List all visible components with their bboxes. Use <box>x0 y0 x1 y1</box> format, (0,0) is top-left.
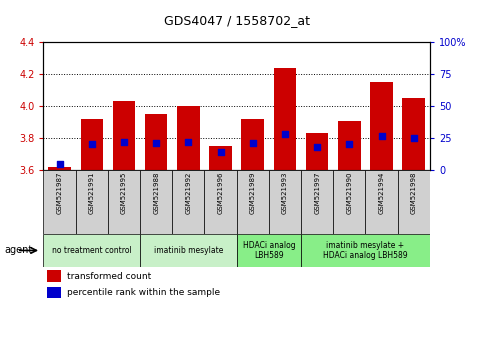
Point <box>249 140 256 146</box>
Text: GSM521989: GSM521989 <box>250 172 256 214</box>
Text: imatinib mesylate: imatinib mesylate <box>154 246 223 255</box>
Bar <box>237 170 269 234</box>
Point <box>217 149 225 155</box>
Point <box>345 142 353 147</box>
Bar <box>47 270 61 282</box>
Bar <box>43 170 76 234</box>
Bar <box>43 234 140 267</box>
Text: GSM521990: GSM521990 <box>346 172 353 214</box>
Bar <box>402 98 425 170</box>
Text: transformed count: transformed count <box>67 272 151 281</box>
Point <box>152 140 160 146</box>
Text: GSM521995: GSM521995 <box>121 172 127 214</box>
Bar <box>306 133 328 170</box>
Text: GSM521992: GSM521992 <box>185 172 191 214</box>
Bar <box>209 146 232 170</box>
Bar <box>140 234 237 267</box>
Bar <box>237 234 301 267</box>
Bar <box>301 170 333 234</box>
Bar <box>48 167 71 170</box>
Bar <box>76 170 108 234</box>
Text: GSM521987: GSM521987 <box>57 172 63 214</box>
Text: GSM521991: GSM521991 <box>89 172 95 214</box>
Bar <box>269 170 301 234</box>
Bar <box>242 119 264 170</box>
Text: percentile rank within the sample: percentile rank within the sample <box>67 288 220 297</box>
Bar <box>338 120 361 170</box>
Text: HDACi analog
LBH589: HDACi analog LBH589 <box>242 241 295 260</box>
Point <box>378 133 385 138</box>
Text: GSM521998: GSM521998 <box>411 172 417 214</box>
Point <box>313 144 321 150</box>
Bar <box>301 234 430 267</box>
Point <box>410 135 418 141</box>
Bar <box>177 106 199 170</box>
Bar <box>145 114 168 170</box>
Bar <box>108 170 140 234</box>
Text: GSM521996: GSM521996 <box>217 172 224 214</box>
Bar <box>274 68 296 170</box>
Bar <box>47 287 61 298</box>
Text: GSM521994: GSM521994 <box>379 172 384 214</box>
Text: GSM521997: GSM521997 <box>314 172 320 214</box>
Bar <box>81 119 103 170</box>
Text: GDS4047 / 1558702_at: GDS4047 / 1558702_at <box>164 14 310 27</box>
Point <box>185 139 192 145</box>
Text: no treatment control: no treatment control <box>52 246 132 255</box>
Bar <box>366 170 398 234</box>
Bar <box>172 170 204 234</box>
Text: imatinib mesylate +
HDACi analog LBH589: imatinib mesylate + HDACi analog LBH589 <box>323 241 408 260</box>
Text: GSM521988: GSM521988 <box>153 172 159 214</box>
Text: GSM521993: GSM521993 <box>282 172 288 214</box>
Bar <box>370 82 393 170</box>
Bar <box>398 170 430 234</box>
Point <box>120 139 128 145</box>
Text: agent: agent <box>5 245 33 256</box>
Point <box>281 131 289 137</box>
Bar <box>140 170 172 234</box>
Point <box>88 142 96 147</box>
Bar <box>113 101 135 170</box>
Bar <box>333 170 366 234</box>
Bar <box>204 170 237 234</box>
Point <box>56 161 63 166</box>
